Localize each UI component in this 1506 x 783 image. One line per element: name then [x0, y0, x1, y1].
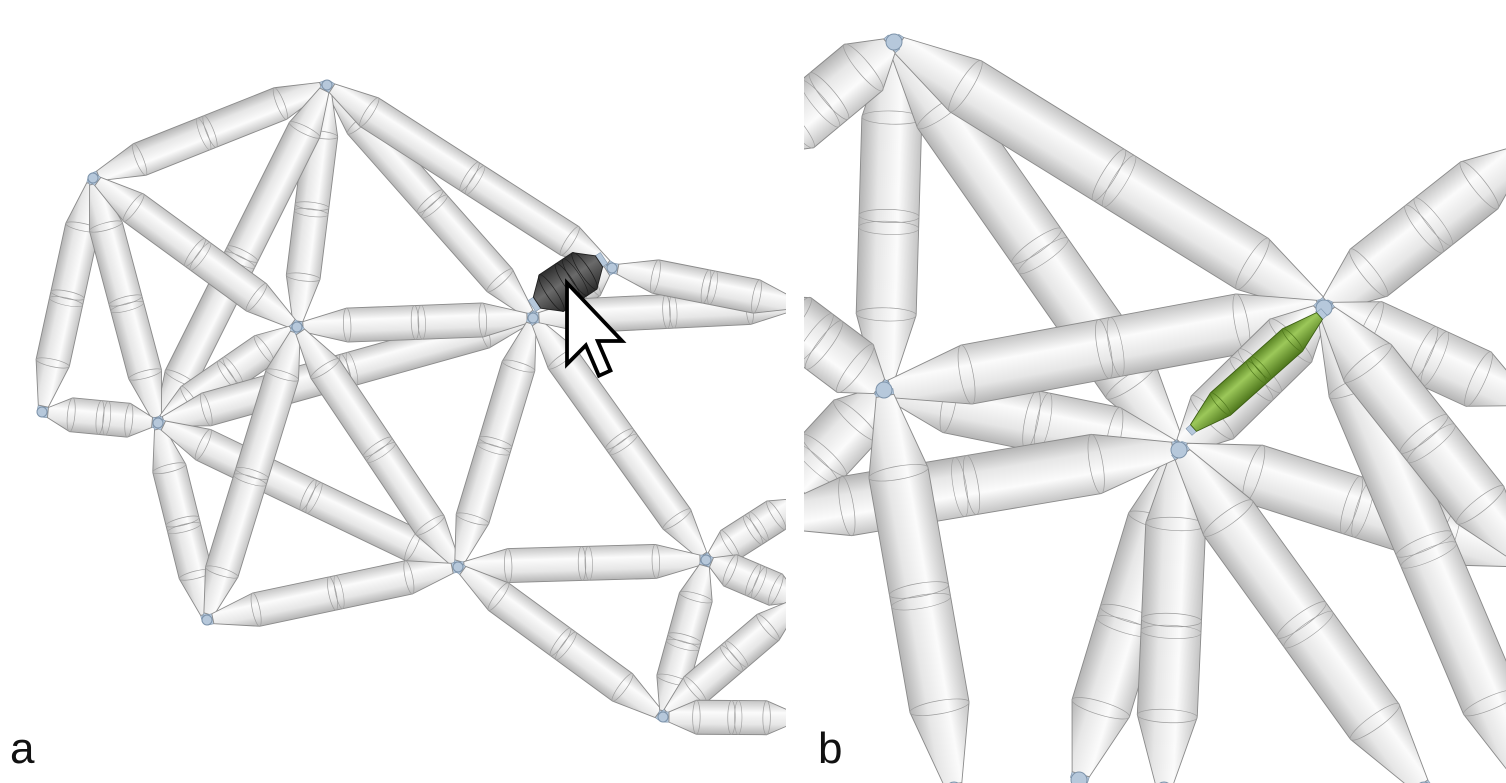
hub-node[interactable]	[657, 711, 669, 723]
hub-node[interactable]	[87, 172, 99, 184]
hub-node[interactable]	[1070, 771, 1088, 783]
selected-strut-body[interactable]	[1179, 301, 1334, 443]
hub-node[interactable]	[527, 312, 539, 324]
hub-node[interactable]	[201, 614, 213, 626]
strut[interactable]	[1155, 432, 1449, 783]
hub-node[interactable]	[321, 79, 333, 91]
strut[interactable]	[878, 16, 1340, 333]
strut[interactable]	[1305, 126, 1506, 331]
strut[interactable]	[519, 308, 720, 570]
hub-node[interactable]	[606, 262, 618, 274]
truss-model-view-b[interactable]	[804, 0, 1506, 783]
selected-strut[interactable]	[1179, 301, 1334, 443]
hub-node[interactable]	[1170, 441, 1188, 459]
hub-node[interactable]	[885, 33, 903, 51]
panel-label-a: a	[10, 724, 35, 773]
hub-node[interactable]	[36, 406, 48, 418]
mouse-cursor-icon	[565, 278, 627, 379]
strut[interactable]	[662, 699, 786, 736]
hub-node[interactable]	[152, 417, 164, 429]
strut[interactable]	[854, 385, 983, 783]
panel-b: b	[804, 0, 1506, 783]
strut[interactable]	[203, 550, 461, 636]
panel-label-b: b	[818, 724, 843, 773]
hub-node[interactable]	[700, 554, 712, 566]
hub-node[interactable]	[452, 561, 464, 573]
hub-node[interactable]	[291, 321, 303, 333]
truss-model-view-a[interactable]	[0, 0, 786, 783]
panel-a: a	[0, 0, 786, 783]
hub-node[interactable]	[875, 381, 893, 399]
